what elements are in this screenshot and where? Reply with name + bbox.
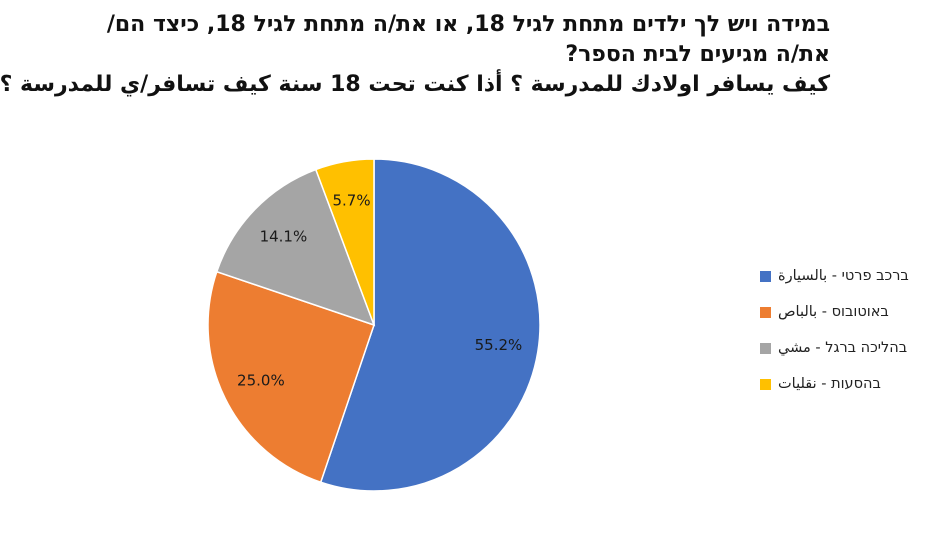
chart-title-line-3: كيف يسافر اولادك للمدرسة ؟ أذا كنت تحت 1… [0, 72, 830, 97]
pie-slice [319, 158, 541, 492]
legend-swatch [760, 378, 771, 390]
chart-title: במידה ויש לך ילדים מתחת לגיל 18, או את/ה… [0, 10, 830, 100]
legend-swatch [760, 270, 771, 282]
legend-item: בהליכה ברגל - مشي [760, 330, 930, 366]
legend-item: בהסעות - نقليات [760, 366, 930, 402]
pie-slice [207, 270, 375, 484]
slice-data-label: 5.7% [332, 191, 370, 209]
legend-label: ברכב פרטי - بالسيارة [778, 268, 909, 284]
chart-title-line-1: במידה ויש לך ילדים מתחת לגיל 18, או את/ה… [106, 12, 830, 37]
slice-data-label: 25.0% [237, 371, 285, 389]
legend-item: באוטובוס - بالباص [760, 294, 930, 330]
legend-swatch [760, 342, 771, 354]
legend-label: באוטובוס - بالباص [778, 304, 889, 320]
pie-slice [314, 158, 375, 326]
legend-label: בהסעות - نقليات [778, 376, 881, 392]
slice-data-label: 55.2% [475, 336, 523, 354]
legend: ברכב פרטי - بالسيارة באוטובוס - بالباص ב… [760, 258, 930, 402]
legend-swatch [760, 306, 771, 318]
legend-label: בהליכה ברגל - مشي [778, 340, 908, 356]
pie-slice [215, 168, 376, 327]
legend-item: ברכב פרטי - بالسيارة [760, 258, 930, 294]
slice-data-label: 14.1% [260, 228, 308, 246]
chart-title-line-2: את/ה מגיעים לבית הספר? [565, 42, 830, 67]
